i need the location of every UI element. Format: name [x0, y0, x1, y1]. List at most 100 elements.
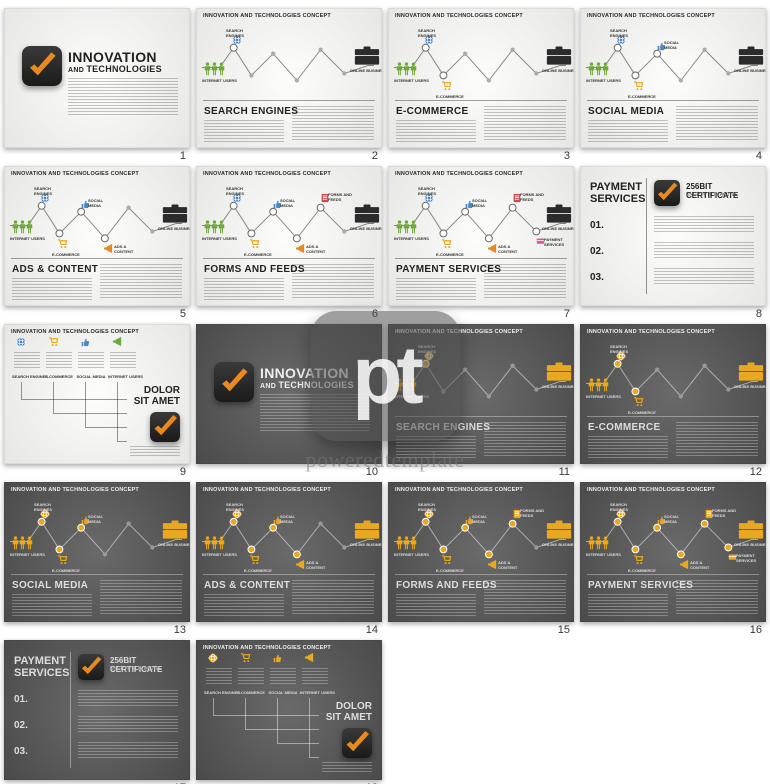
list-lorem-3: [78, 742, 178, 758]
cart-icon: [441, 80, 452, 91]
timeline: INTERNET USERS ONLINE BUSINESS SEARCH EN…: [202, 184, 376, 252]
form-label: FORMS AND FEEDS: [712, 508, 736, 518]
cart-icon: [57, 238, 68, 249]
col-lorem-3: [110, 352, 136, 370]
globe-label: SEARCH ENGINES: [418, 344, 436, 354]
slide-6[interactable]: INNOVATION AND TECHNOLOGIES CONCEPT INTE…: [196, 166, 382, 306]
list-lorem-3: [654, 268, 754, 284]
slide-1[interactable]: INNOVATION AND TECHNOLOGIES: [4, 8, 190, 148]
slide-13[interactable]: INNOVATION AND TECHNOLOGIES CONCEPT INTE…: [4, 482, 190, 622]
people-icon: [588, 536, 609, 550]
slide-2[interactable]: INNOVATION AND TECHNOLOGIES CONCEPT INTE…: [196, 8, 382, 148]
check-icon: [22, 46, 62, 86]
end-lorem: [130, 446, 180, 458]
slide-number: 10: [196, 464, 382, 478]
mega-icon: [487, 243, 498, 254]
body-title: SOCIAL MEDIA: [12, 580, 88, 591]
slide-10[interactable]: INNOVATION AND TECHNOLOGIES: [196, 324, 382, 464]
cart-icon: [633, 554, 644, 565]
users-label: INTERNET USERS: [394, 552, 429, 557]
check-icon: [78, 654, 104, 680]
people-icon: [204, 62, 225, 76]
slide-14[interactable]: INNOVATION AND TECHNOLOGIES CONCEPT INTE…: [196, 482, 382, 622]
divider: [587, 100, 759, 101]
slide-15[interactable]: INNOVATION AND TECHNOLOGIES CONCEPT INTE…: [388, 482, 574, 622]
cart-label: E-COMMERCE: [628, 410, 656, 415]
slide-9[interactable]: INNOVATION AND TECHNOLOGIES CONCEPT SEAR…: [4, 324, 190, 464]
slide-18[interactable]: INNOVATION AND TECHNOLOGIES CONCEPT SEAR…: [196, 640, 382, 780]
cell-2: INNOVATION AND TECHNOLOGIES CONCEPT INTE…: [196, 8, 382, 162]
globe-label: SEARCH ENGINES: [610, 28, 628, 38]
users-label: INTERNET USERS: [10, 552, 45, 557]
lorem-right: [484, 106, 566, 142]
thumb-label: SOCIAL MEDIA: [472, 514, 487, 524]
body-title: SEARCH ENGINES: [204, 106, 298, 117]
col-icon-0: [208, 650, 222, 664]
cart-icon: [633, 396, 644, 407]
users-label: INTERNET USERS: [202, 552, 237, 557]
cart-label: E-COMMERCE: [52, 252, 80, 257]
cart-label: E-COMMERCE: [244, 568, 272, 573]
biz-label: ONLINE BUSINESS: [542, 68, 574, 73]
cart-icon: [441, 554, 452, 565]
card-label: PAYMENT SERVICES: [544, 237, 564, 247]
people-icon: [588, 378, 609, 392]
cell-15: INNOVATION AND TECHNOLOGIES CONCEPT INTE…: [388, 482, 574, 636]
check-icon: [342, 728, 372, 758]
list-num-1: 01.: [14, 694, 28, 705]
slide-5[interactable]: INNOVATION AND TECHNOLOGIES CONCEPT INTE…: [4, 166, 190, 306]
slide-number: 17: [4, 780, 190, 784]
col-label-0: SEARCH ENGINES: [12, 374, 42, 379]
cell-11: INNOVATION AND TECHNOLOGIES CONCEPT INTE…: [388, 324, 574, 478]
timeline: INTERNET USERS ONLINE BUSINESS SEARCH EN…: [394, 500, 568, 568]
cart-label: E-COMMERCE: [244, 252, 272, 257]
cell-18: INNOVATION AND TECHNOLOGIES CONCEPT SEAR…: [196, 640, 382, 784]
cell-10: INNOVATION AND TECHNOLOGIES 10: [196, 324, 382, 478]
slide-header: INNOVATION AND TECHNOLOGIES CONCEPT: [203, 13, 331, 19]
cell-7: INNOVATION AND TECHNOLOGIES CONCEPT INTE…: [388, 166, 574, 320]
cell-4: INNOVATION AND TECHNOLOGIES CONCEPT INTE…: [580, 8, 766, 162]
globe-label: SEARCH ENGINES: [226, 186, 244, 196]
divider: [395, 100, 567, 101]
timeline: INTERNET USERS ONLINE BUSINESS SEARCH EN…: [394, 342, 568, 410]
users-label: INTERNET USERS: [202, 236, 237, 241]
biz-label: ONLINE BUSINESS: [734, 542, 766, 547]
mega-label: ADS & CONTENT: [690, 560, 709, 570]
list-num-2: 02.: [14, 720, 28, 731]
mega-label: ADS & CONTENT: [498, 560, 517, 570]
divider: [203, 258, 375, 259]
slide-7[interactable]: INNOVATION AND TECHNOLOGIES CONCEPT INTE…: [388, 166, 574, 306]
slide-3[interactable]: INNOVATION AND TECHNOLOGIES CONCEPT INTE…: [388, 8, 574, 148]
cell-5: INNOVATION AND TECHNOLOGIES CONCEPT INTE…: [4, 166, 190, 320]
slide-header: INNOVATION AND TECHNOLOGIES CONCEPT: [395, 13, 523, 19]
slide-11[interactable]: INNOVATION AND TECHNOLOGIES CONCEPT INTE…: [388, 324, 574, 464]
col-connector-3: [309, 698, 319, 758]
col-label-2: SOCIAL MEDIA: [268, 690, 298, 695]
right-sub: ENCRYPTION ACTIVE: [110, 666, 162, 672]
timeline: INTERNET USERS ONLINE BUSINESS SEARCH EN…: [586, 26, 760, 94]
col-connector-3: [117, 382, 127, 442]
lorem-left: [12, 278, 92, 300]
slide-number: 11: [388, 464, 574, 478]
slide-16[interactable]: INNOVATION AND TECHNOLOGIES CONCEPT INTE…: [580, 482, 766, 622]
biz-label: ONLINE BUSINESS: [542, 226, 574, 231]
slide-12[interactable]: INNOVATION AND TECHNOLOGIES CONCEPT INTE…: [580, 324, 766, 464]
timeline: INTERNET USERS ONLINE BUSINESS SEARCH EN…: [586, 500, 760, 568]
divider: [203, 574, 375, 575]
slide-8[interactable]: PAYMENT SERVICES 256BIT CERTIFICATE ENCR…: [580, 166, 766, 306]
lorem-right: [292, 106, 374, 142]
slide-17[interactable]: PAYMENT SERVICES 256BIT CERTIFICATE ENCR…: [4, 640, 190, 780]
divider: [11, 258, 183, 259]
slide-4[interactable]: INNOVATION AND TECHNOLOGIES CONCEPT INTE…: [580, 8, 766, 148]
left-title: PAYMENT SERVICES: [590, 182, 645, 205]
lorem-left: [588, 120, 668, 142]
users-label: INTERNET USERS: [394, 78, 429, 83]
col-icon-1: [240, 650, 254, 664]
col-label-1: E-COMMERCE: [236, 690, 266, 695]
card-label: PAYMENT SERVICES: [736, 553, 756, 563]
divider: [203, 100, 375, 101]
cart-icon: [249, 238, 260, 249]
people-icon: [12, 536, 33, 550]
body-title: SEARCH ENGINES: [396, 422, 490, 433]
timeline: INTERNET USERS ONLINE BUSINESS SEARCH EN…: [586, 342, 760, 410]
